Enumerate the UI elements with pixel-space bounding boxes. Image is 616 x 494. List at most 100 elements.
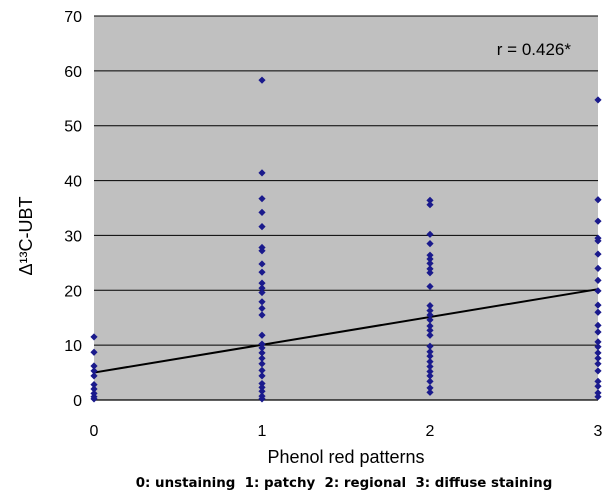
data-point: [90, 362, 98, 370]
data-point: [426, 240, 434, 248]
data-point: [258, 331, 266, 339]
data-point: [90, 372, 98, 380]
data-point: [258, 247, 266, 255]
data-point: [258, 360, 266, 368]
y-tick-label: 50: [64, 119, 82, 136]
data-point: [258, 260, 266, 268]
data-point: [258, 223, 266, 231]
data-point: [426, 230, 434, 238]
y-tick-label: 20: [64, 283, 82, 300]
y-tick-label: 30: [64, 228, 82, 245]
data-point: [258, 354, 266, 362]
data-point: [426, 331, 434, 339]
data-point: [258, 169, 266, 177]
data-point: [258, 344, 266, 352]
x-axis-title: Phenol red patterns: [267, 447, 424, 467]
data-point: [594, 287, 602, 295]
y-tick-label: 70: [64, 9, 82, 26]
data-point: [594, 377, 602, 385]
data-point: [258, 268, 266, 276]
data-point: [258, 379, 266, 388]
data-point: [594, 382, 602, 390]
data-point: [426, 265, 434, 273]
data-point: [426, 316, 434, 324]
data-point: [426, 384, 434, 392]
data-point: [258, 349, 266, 357]
data-point: [90, 385, 98, 393]
data-point: [594, 301, 602, 309]
y-axis-title: Δ¹³C-UBT: [16, 196, 36, 275]
data-point: [594, 354, 602, 362]
data-point: [594, 393, 602, 401]
data-point: [594, 360, 602, 368]
data-point: [426, 388, 434, 396]
data-point: [258, 372, 266, 380]
data-point: [426, 352, 434, 360]
data-point: [258, 383, 266, 391]
data-point: [594, 250, 602, 258]
y-tick-label: 0: [73, 393, 82, 410]
data-point: [426, 358, 434, 366]
data-point: [426, 201, 434, 209]
data-point: [426, 196, 434, 204]
data-point: [258, 298, 266, 306]
data-point: [594, 196, 602, 204]
data-point: [594, 328, 602, 336]
data-point: [594, 367, 602, 375]
data-point: [258, 279, 266, 287]
data-point: [426, 372, 434, 380]
data-point: [258, 208, 266, 216]
x-tick-label: 2: [426, 423, 435, 440]
data-point: [594, 96, 602, 104]
data-points: [90, 76, 602, 403]
data-point: [426, 367, 434, 376]
y-tick-label: 40: [64, 174, 82, 191]
data-point: [90, 348, 98, 356]
data-point: [90, 333, 98, 341]
data-point: [426, 342, 434, 350]
data-point: [90, 367, 98, 375]
data-point: [594, 343, 602, 351]
category-key-footnote: 0: unstaining 1: patchy 2: regional 3: d…: [136, 476, 553, 491]
plot-area: [94, 16, 598, 400]
trendline: [93, 288, 599, 374]
data-point: [426, 322, 434, 330]
data-point: [426, 362, 434, 371]
y-axis-ticks: 0 10 20 30 40 50 60 70: [64, 9, 82, 410]
data-point: [594, 321, 602, 329]
data-point: [426, 306, 434, 315]
data-point: [258, 195, 266, 203]
data-point: [258, 288, 266, 297]
data-point: [258, 387, 266, 395]
y-tick-label: 10: [64, 338, 82, 355]
data-point: [426, 311, 434, 319]
data-point: [594, 276, 602, 285]
data-point: [258, 340, 266, 348]
x-tick-label: 1: [258, 423, 267, 440]
data-point: [426, 348, 434, 356]
data-point: [594, 308, 602, 316]
data-point: [426, 377, 434, 385]
x-axis-ticks: 0 1 2 3: [90, 423, 603, 440]
data-point: [258, 284, 266, 292]
data-point: [594, 338, 602, 346]
data-point: [426, 282, 434, 291]
data-point: [90, 381, 98, 389]
data-point: [258, 366, 266, 374]
data-point: [594, 237, 602, 245]
data-point: [258, 311, 266, 319]
data-point: [258, 304, 266, 312]
data-point: [426, 302, 434, 310]
correlation-annotation: r = 0.426*: [497, 40, 572, 59]
data-point: [426, 251, 434, 259]
data-point: [258, 395, 266, 403]
gridlines: [94, 15, 598, 401]
x-tick-label: 0: [90, 423, 99, 440]
data-point: [594, 217, 602, 225]
data-point: [426, 259, 434, 268]
data-point: [426, 255, 434, 263]
data-point: [90, 395, 98, 403]
data-point: [426, 269, 434, 277]
y-tick-label: 60: [64, 64, 82, 81]
